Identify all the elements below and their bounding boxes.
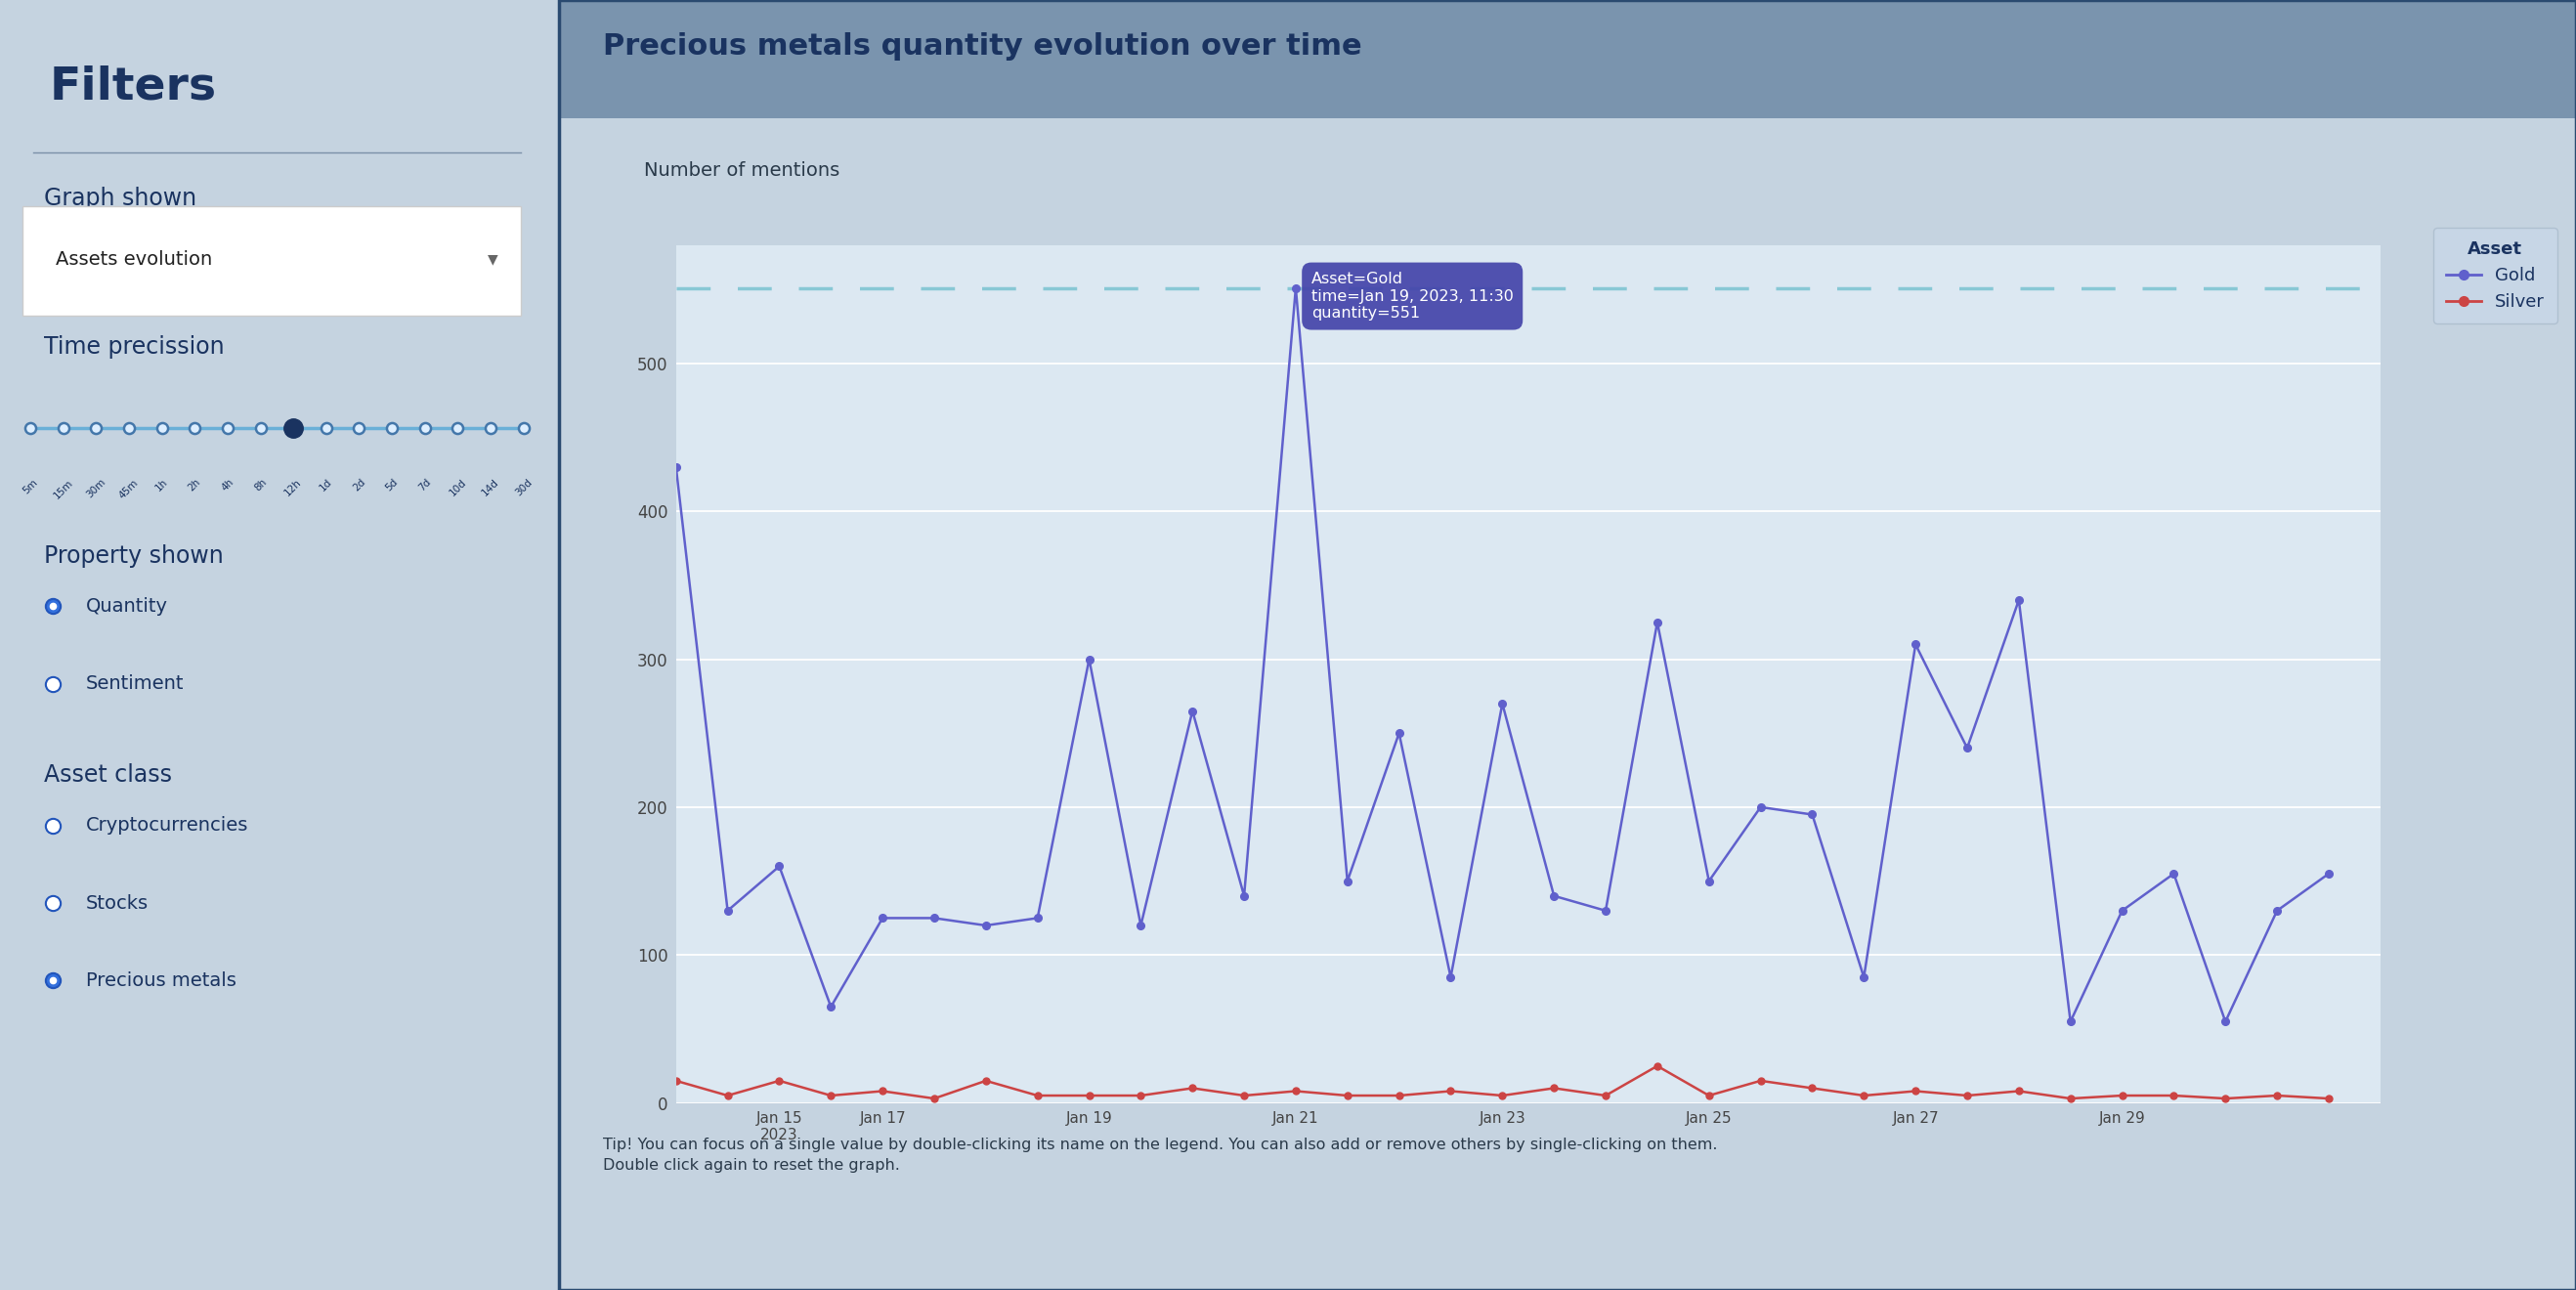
Text: Filters: Filters bbox=[49, 64, 216, 108]
Text: ▪: ▪ bbox=[2349, 58, 2357, 68]
Text: Graph shown: Graph shown bbox=[44, 187, 196, 210]
Text: Time precission: Time precission bbox=[44, 335, 224, 359]
Text: 30d: 30d bbox=[513, 477, 533, 498]
Bar bbox=[559, 0, 2576, 119]
Text: ▪: ▪ bbox=[2421, 58, 2429, 68]
Text: 15m: 15m bbox=[52, 477, 75, 501]
Text: 4h: 4h bbox=[219, 477, 234, 493]
Text: 1h: 1h bbox=[155, 477, 170, 493]
Text: Quantity: Quantity bbox=[85, 597, 167, 615]
Text: 12h: 12h bbox=[283, 477, 304, 498]
Text: 8h: 8h bbox=[252, 477, 268, 493]
Text: ▪: ▪ bbox=[2275, 58, 2282, 68]
Text: Cryptocurrencies: Cryptocurrencies bbox=[85, 817, 247, 835]
Text: ▪: ▪ bbox=[2494, 58, 2501, 68]
Text: ▪: ▪ bbox=[2385, 58, 2393, 68]
Text: Stocks: Stocks bbox=[85, 894, 149, 912]
Text: 7d: 7d bbox=[417, 477, 433, 493]
Text: 10d: 10d bbox=[448, 477, 469, 498]
Text: Tip! You can focus on a single value by double-clicking its name on the legend. : Tip! You can focus on a single value by … bbox=[603, 1138, 1718, 1173]
Text: ▪: ▪ bbox=[2239, 58, 2246, 68]
Text: Property shown: Property shown bbox=[44, 544, 224, 568]
Text: ▪: ▪ bbox=[2530, 58, 2537, 68]
Text: 2d: 2d bbox=[350, 477, 368, 493]
Text: ▪: ▪ bbox=[2566, 58, 2573, 68]
Text: Precious metals quantity evolution over time: Precious metals quantity evolution over … bbox=[603, 32, 1363, 61]
Text: 45m: 45m bbox=[118, 477, 142, 501]
Text: Assets evolution: Assets evolution bbox=[57, 250, 211, 268]
Text: 5d: 5d bbox=[384, 477, 399, 493]
Text: 1d: 1d bbox=[319, 477, 335, 493]
Text: Number of mentions: Number of mentions bbox=[644, 161, 840, 179]
Text: Precious metals: Precious metals bbox=[85, 971, 237, 989]
Text: ▼: ▼ bbox=[487, 253, 497, 266]
FancyBboxPatch shape bbox=[23, 206, 520, 316]
Text: Asset class: Asset class bbox=[44, 764, 173, 787]
Text: Sentiment: Sentiment bbox=[85, 675, 183, 693]
Text: 30m: 30m bbox=[85, 477, 108, 501]
Text: 5m: 5m bbox=[21, 477, 39, 495]
Legend: Gold, Silver: Gold, Silver bbox=[2434, 228, 2558, 324]
Text: 14d: 14d bbox=[479, 477, 500, 498]
Text: 2h: 2h bbox=[185, 477, 204, 493]
Text: ▪: ▪ bbox=[2313, 58, 2318, 68]
Text: ▪: ▪ bbox=[2458, 58, 2465, 68]
